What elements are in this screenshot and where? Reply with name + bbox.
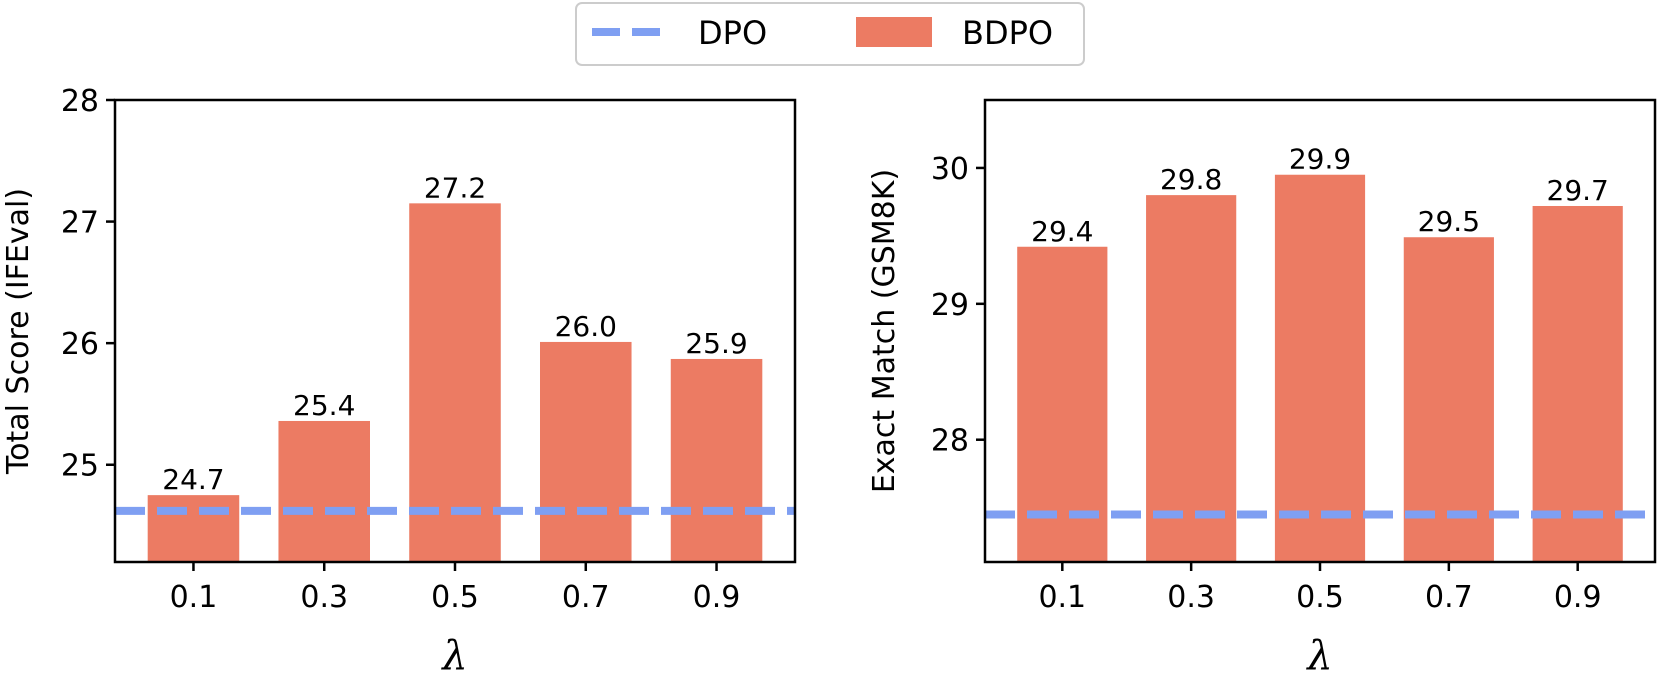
ifeval-bar-0.3 — [278, 420, 370, 562]
gsm8k-x-tick-label: 0.5 — [1296, 580, 1344, 615]
gsm8k-x-tick-label: 0.1 — [1038, 580, 1086, 615]
ifeval-x-tick-label: 0.1 — [170, 580, 218, 615]
legend-bdpo-swatch — [856, 17, 932, 47]
ifeval-bar-value-label: 26.0 — [555, 310, 617, 343]
gsm8k-bar-0.1 — [1017, 246, 1108, 563]
legend-bdpo-label: BDPO — [962, 14, 1053, 52]
gsm8k-y-tick-label: 30 — [931, 152, 969, 187]
ifeval-bar-0.5 — [409, 203, 501, 562]
gsm8k-y-tick-label: 29 — [931, 288, 969, 323]
ifeval-y-tick-label: 28 — [61, 84, 99, 119]
ifeval-y-tick-label: 27 — [61, 206, 99, 241]
gsm8k-x-axis-label: λ — [1305, 633, 1332, 679]
gsm8k-bar-value-label: 29.7 — [1547, 174, 1609, 207]
gsm8k-bar-value-label: 29.4 — [1031, 215, 1093, 248]
gsm8k-y-tick-label: 28 — [931, 424, 969, 459]
gsm8k-bar-0.9 — [1532, 205, 1623, 563]
ifeval-y-tick-label: 25 — [61, 449, 99, 484]
ifeval-bar-0.7 — [540, 341, 632, 562]
legend-frame — [575, 2, 1085, 66]
gsm8k-x-tick-label: 0.9 — [1554, 580, 1602, 615]
ifeval-bar-0.9 — [670, 358, 763, 562]
gsm8k-bar-value-label: 29.8 — [1160, 163, 1222, 196]
ifeval-panel: 25 26 27 28 0.1 0.3 0.5 0.7 0.9 24.7 25.4 27.2 26.… — [1, 84, 797, 679]
ifeval-bar-value-label: 25.4 — [293, 389, 355, 422]
ifeval-y-tick-label: 26 — [61, 327, 99, 362]
legend-dpo-label: DPO — [698, 14, 767, 52]
ifeval-bar-value-label: 27.2 — [424, 171, 486, 204]
ifeval-x-tick-label: 0.7 — [562, 580, 610, 615]
gsm8k-bar-0.5 — [1274, 174, 1366, 562]
gsm8k-y-axis-label: Exact Match (GSM8K) — [867, 169, 902, 493]
ifeval-x-tick-label: 0.5 — [431, 580, 479, 615]
ifeval-x-axis-label: λ — [440, 633, 467, 679]
gsm8k-bar-value-label: 29.9 — [1289, 143, 1351, 176]
legend: DPO BDPO — [575, 2, 1085, 66]
ifeval-bar-value-label: 25.9 — [685, 327, 747, 360]
gsm8k-bar-0.7 — [1403, 237, 1494, 562]
gsm8k-bar-value-label: 29.5 — [1418, 205, 1480, 238]
gsm8k-x-tick-label: 0.3 — [1167, 580, 1215, 615]
ifeval-y-axis-label: Total Score (IFEval) — [1, 188, 36, 475]
ifeval-x-tick-label: 0.3 — [300, 580, 348, 615]
ifeval-bar-0.1 — [147, 495, 240, 562]
gsm8k-x-tick-label: 0.7 — [1425, 580, 1473, 615]
ifeval-x-tick-label: 0.9 — [693, 580, 741, 615]
gsm8k-bar-0.3 — [1146, 195, 1237, 562]
ifeval-bar-value-label: 24.7 — [162, 463, 224, 496]
gsm8k-panel: 28 29 30 0.1 0.3 0.5 0.7 0.9 29.4 29.8 29.9 29.5 2… — [867, 98, 1657, 679]
